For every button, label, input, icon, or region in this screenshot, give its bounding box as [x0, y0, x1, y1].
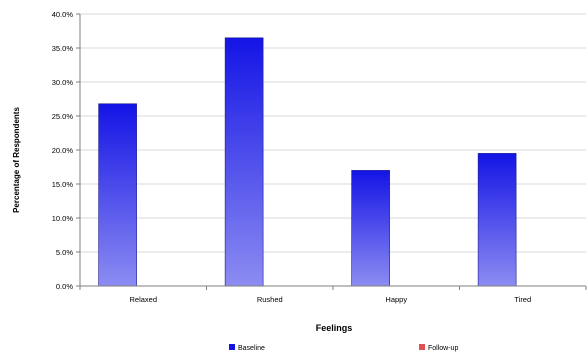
legend-label-follow-up: Follow-up [428, 345, 458, 352]
y-axis-title: Percentage of Respondents [12, 107, 21, 213]
y-tick-label: 0.0% [56, 282, 73, 291]
y-tick-label: 15.0% [52, 180, 74, 189]
y-tick-label: 25.0% [52, 112, 74, 121]
y-tick-labels: 0.0% 5.0% 10.0% 15.0% 20.0% 25.0% 30.0% 35.0% 40… [52, 10, 80, 291]
bars [98, 37, 517, 287]
y-tick-label: 35.0% [52, 44, 74, 53]
y-tick-label: 20.0% [52, 146, 74, 155]
y-tick-label: 5.0% [56, 248, 73, 257]
legend-swatch-follow-up [419, 344, 425, 350]
gridlines [80, 13, 586, 253]
x-tick-label: Rushed [257, 295, 283, 304]
bar-relaxed [98, 103, 137, 287]
x-tick-label: Relaxed [129, 295, 157, 304]
legend-swatch-baseline [229, 344, 235, 350]
x-tick-label: Tired [514, 295, 531, 304]
x-axis-title: Feelings [316, 323, 353, 333]
bar-happy [351, 170, 390, 287]
bar-rushed [224, 37, 264, 287]
x-tick-label: Happy [385, 295, 407, 304]
x-tick-labels: Relaxed Rushed Happy Tired [79, 286, 587, 304]
y-tick-label: 40.0% [52, 10, 74, 19]
legend-label-baseline: Baseline [238, 345, 265, 352]
bar-tired [477, 153, 517, 287]
y-tick-label: 30.0% [52, 78, 74, 87]
y-tick-label: 10.0% [52, 214, 74, 223]
legend: Baseline Follow-up [229, 344, 458, 352]
